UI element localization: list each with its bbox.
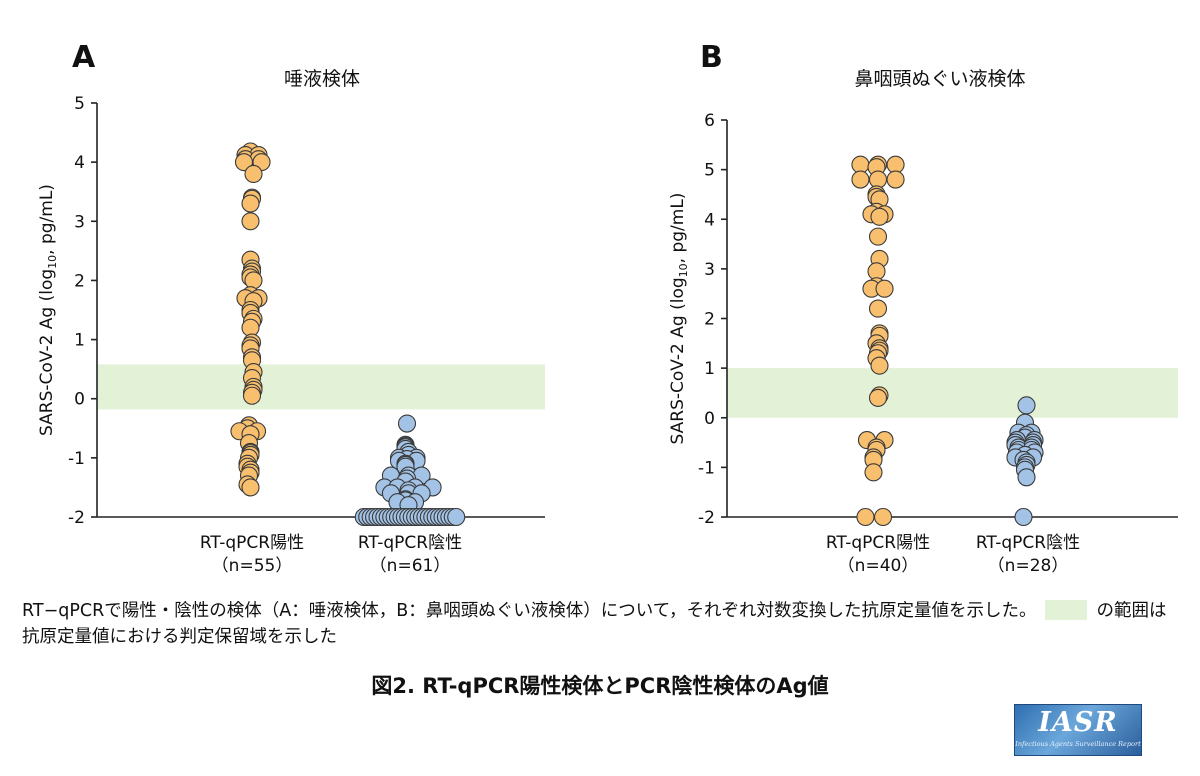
data-point bbox=[856, 507, 875, 527]
data-point bbox=[447, 507, 466, 527]
data-point bbox=[868, 227, 888, 246]
y-tick-label: 5 bbox=[74, 94, 85, 114]
y-tick-label: 0 bbox=[74, 390, 85, 410]
y-tick-label: -2 bbox=[68, 508, 85, 528]
y-axis-label: SARS-CoV-2 Ag (log10, pg/mL) bbox=[668, 193, 690, 445]
data-point bbox=[851, 170, 870, 189]
y-tick-label: -2 bbox=[698, 508, 715, 528]
chart-title: 鼻咽頭ぬぐい液検体 bbox=[854, 68, 1025, 90]
x-category-label: RT-qPCR陰性 bbox=[976, 533, 1080, 553]
data-point bbox=[244, 271, 263, 290]
y-tick-label: 3 bbox=[74, 212, 85, 232]
chart-panel-b: -2 -1 0 1 2 3 4 5 6 B 鼻咽頭ぬぐい液検体 SARS-CoV-2 Ag (log1… bbox=[668, 40, 1178, 576]
y-tick-label: -1 bbox=[698, 458, 715, 478]
data-point bbox=[1017, 468, 1036, 487]
y-tick-label: 3 bbox=[704, 260, 715, 280]
data-point bbox=[875, 279, 894, 298]
x-category-count: （n=61） bbox=[370, 556, 451, 576]
x-category-label: RT-qPCR陽性 bbox=[826, 533, 930, 553]
panel-label: A bbox=[72, 40, 96, 75]
y-tick-label: 4 bbox=[74, 153, 85, 173]
y-tick-label: 4 bbox=[704, 210, 715, 230]
chart-panel-a: -2 -1 0 1 2 3 4 5 A 唾液検体 SARS-CoV-2 Ag (log10, pg/… bbox=[37, 40, 545, 576]
panel-label: B bbox=[700, 40, 723, 75]
y-axis-label: SARS-CoV-2 Ag (log10, pg/mL) bbox=[37, 184, 59, 436]
data-point bbox=[868, 170, 888, 189]
y-tick-label: 5 bbox=[704, 161, 715, 181]
data-point bbox=[241, 194, 260, 213]
inconclusive-band bbox=[97, 364, 545, 410]
y-tick-label: 2 bbox=[704, 310, 715, 330]
x-category-label: RT-qPCR陽性 bbox=[200, 533, 304, 553]
y-tick-label: 0 bbox=[704, 409, 715, 429]
y-tick-label: 6 bbox=[704, 111, 715, 131]
iasr-logo-subtext: Infectious Agents Surveillance Report bbox=[1015, 740, 1141, 748]
data-point bbox=[242, 386, 262, 405]
caption-text-after: の範囲は抗原定量値における判定保留域を示した bbox=[22, 601, 1167, 647]
iasr-logo: IASR Infectious Agents Surveillance Repo… bbox=[1014, 704, 1142, 756]
x-category-count: （n=40） bbox=[838, 556, 919, 576]
data-point bbox=[870, 356, 889, 375]
y-tick-label: 1 bbox=[704, 359, 715, 379]
data-point bbox=[234, 153, 254, 172]
data-point bbox=[868, 388, 888, 407]
data-point bbox=[241, 478, 260, 497]
data-point bbox=[868, 299, 888, 318]
inconclusive-band bbox=[727, 368, 1178, 418]
x-category-count: （n=28） bbox=[988, 556, 1069, 576]
y-tick-label: 1 bbox=[74, 331, 85, 351]
data-point bbox=[870, 207, 889, 226]
x-category-count: （n=55） bbox=[212, 556, 293, 576]
data-point bbox=[886, 170, 905, 189]
data-point bbox=[397, 414, 417, 433]
caption-band-swatch bbox=[1044, 600, 1087, 620]
y-tick-label: -1 bbox=[68, 449, 85, 469]
iasr-logo-text: IASR bbox=[1038, 707, 1118, 738]
figure-canvas: -2 -1 0 1 2 3 4 5 A 唾液検体 SARS-CoV-2 Ag (log10, pg/… bbox=[37, 40, 1178, 576]
figure-caption: RT−qPCRで陽性・陰性の検体（A：唾液検体，B：鼻咽頭ぬぐい液検体）について… bbox=[22, 598, 1182, 650]
data-point bbox=[864, 463, 883, 482]
data-point bbox=[1017, 396, 1036, 415]
figure-title: 図2. RT-qPCR陽性検体とPCR陰性検体のAg値 bbox=[371, 674, 829, 698]
data-point bbox=[244, 164, 263, 184]
chart-title: 唾液検体 bbox=[284, 68, 360, 90]
caption-text: RT−qPCRで陽性・陰性の検体（A：唾液検体，B：鼻咽頭ぬぐい液検体）について… bbox=[22, 601, 1037, 621]
y-tick-label: 2 bbox=[74, 271, 85, 291]
data-point bbox=[1014, 507, 1033, 527]
data-point bbox=[873, 507, 893, 527]
data-point bbox=[241, 212, 260, 231]
x-category-label: RT-qPCR陰性 bbox=[358, 533, 462, 553]
